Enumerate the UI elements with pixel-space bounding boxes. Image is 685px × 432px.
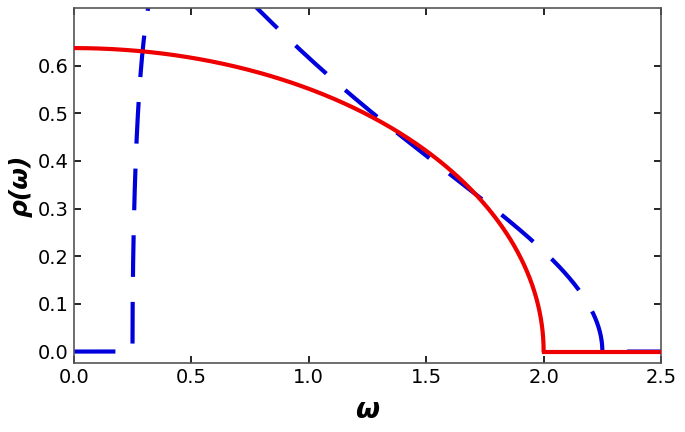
- X-axis label: ω: ω: [356, 396, 379, 424]
- Y-axis label: ρ(ω): ρ(ω): [8, 155, 32, 217]
